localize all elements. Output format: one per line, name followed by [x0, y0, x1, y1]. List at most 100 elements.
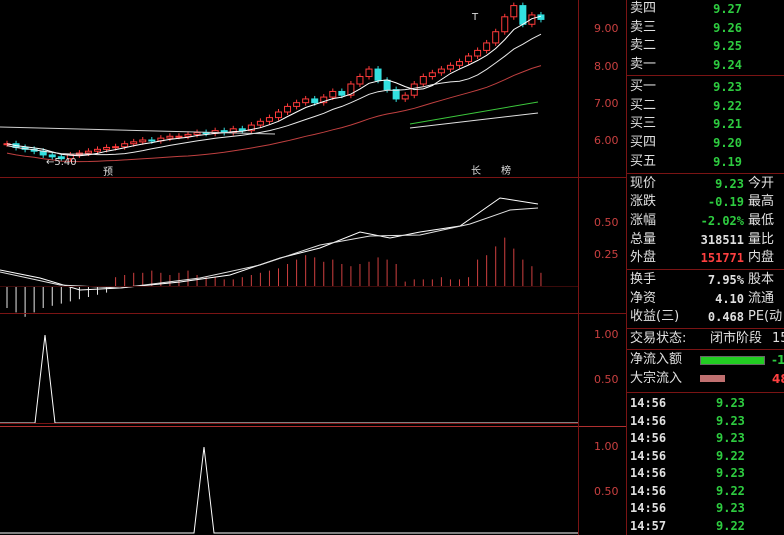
candle-body: [148, 139, 156, 142]
sell-order-row[interactable]: 卖四 9.27: [628, 0, 784, 18]
tick-price: 9.22: [716, 448, 745, 463]
tick-time: 14:57: [630, 518, 667, 533]
tick-price: 9.23: [716, 431, 745, 445]
panel3-axis-label: 0.50: [594, 373, 619, 386]
order-label: 买五: [630, 154, 657, 169]
stat-tail: 量比: [748, 232, 775, 247]
candle-body: [175, 135, 183, 138]
candle-body: [501, 16, 509, 33]
candle-body: [284, 105, 292, 113]
candle-body: [130, 141, 138, 145]
panel4-axis-label: 1.00: [594, 440, 619, 453]
candle-body: [392, 89, 400, 100]
divider: [626, 349, 784, 350]
tick-row: 14:56 9.23: [628, 413, 784, 429]
candle-body: [428, 72, 436, 78]
sell-order-row[interactable]: 卖一 9.24: [628, 56, 784, 74]
candle-body: [419, 76, 427, 85]
buy-order-row[interactable]: 买三 9.21: [628, 115, 784, 133]
candle-body: [302, 98, 310, 104]
order-label: 买一: [630, 79, 657, 94]
candle-body: [265, 117, 273, 122]
tick-time: 14:56: [630, 466, 667, 480]
price-axis-label: 7.00: [594, 97, 619, 110]
candle-body: [437, 68, 445, 74]
order-label: 买二: [630, 98, 657, 113]
charts-svg[interactable]: [0, 0, 578, 535]
event-marker[interactable]: 长: [471, 166, 481, 177]
event-marker[interactable]: 榜: [501, 166, 511, 177]
buy-order-row[interactable]: 买二 9.22: [628, 97, 784, 115]
sell-order-row[interactable]: 卖二 9.25: [628, 37, 784, 55]
quote-change-pct-row: 涨幅 -2.02% 最低: [628, 212, 784, 230]
quote-turnover-row: 换手 7.95% 股本: [628, 271, 784, 289]
price-axis-label: 8.00: [594, 60, 619, 73]
trend-line: [409, 101, 539, 125]
block-inflow-bar: [700, 375, 725, 382]
candle-body: [510, 5, 518, 18]
buy-order-row[interactable]: 买五 9.19: [628, 153, 784, 171]
flow-label: 净流入额: [630, 352, 683, 367]
flow-value: 48: [772, 372, 784, 386]
tick-time: 14:56: [630, 413, 667, 428]
candle-body: [247, 124, 255, 132]
order-price: 9.22: [713, 99, 742, 113]
buy-order-row[interactable]: 买一 9.23: [628, 78, 784, 96]
order-price: 9.24: [713, 58, 742, 72]
tick-time: 14:56: [630, 483, 667, 498]
order-label: 卖二: [630, 38, 657, 53]
ma-line: [6, 65, 542, 163]
signal-spike: [0, 446, 578, 534]
tick-time: 14:56: [630, 448, 667, 463]
order-label: 买四: [630, 135, 657, 150]
order-price: 9.27: [713, 2, 742, 16]
status-value: 闭市阶段: [710, 331, 763, 346]
stat-value: -0.19: [707, 195, 744, 209]
sell-order-row[interactable]: 卖三 9.26: [628, 19, 784, 37]
candle-body: [474, 49, 482, 57]
panel4-axis-label: 0.50: [594, 485, 619, 498]
volume-lines: [0, 197, 539, 291]
event-marker[interactable]: 预: [103, 167, 113, 178]
indicator-line: [0, 207, 539, 289]
tick-price: 9.23: [716, 413, 745, 428]
divider: [626, 328, 784, 329]
stat-label: 涨跌: [630, 194, 657, 209]
net-inflow-bar: [700, 356, 765, 365]
order-price: 9.21: [713, 117, 742, 131]
candle-body: [94, 148, 101, 152]
grid-line: [0, 426, 626, 427]
chart-area[interactable]: [0, 0, 578, 535]
ma-line: [6, 33, 542, 156]
order-price: 9.26: [713, 21, 742, 35]
candle-body: [193, 132, 201, 135]
stat-tail: 今开: [748, 176, 775, 191]
grid-line: [626, 0, 627, 535]
candle-body: [465, 55, 473, 63]
stat-label: 总量: [630, 232, 657, 247]
stat-tail: 股本: [748, 272, 775, 287]
divider: [626, 269, 784, 270]
candle-body: [320, 96, 328, 104]
signal-spike: [0, 334, 578, 424]
signal-line-2: [0, 446, 578, 534]
candle-body: [383, 79, 391, 91]
stat-tail: PE(动: [748, 309, 783, 324]
quote-volume-row: 总量 318511 量比: [628, 231, 784, 249]
candle-body: [492, 31, 500, 44]
quote-current-row: 现价 9.23 今开: [628, 175, 784, 193]
tick-price: 9.23: [716, 501, 745, 515]
volume-axis-label: 0.50: [594, 216, 619, 229]
stat-label: 收益(三): [630, 309, 680, 324]
candle-body: [293, 102, 301, 107]
tick-price: 9.23: [716, 396, 745, 410]
buy-order-row[interactable]: 买四 9.20: [628, 134, 784, 152]
trend-line: [0, 126, 276, 135]
flow-value: -1: [772, 353, 784, 367]
divider: [626, 75, 784, 76]
stat-label: 净资: [630, 291, 657, 306]
order-price: 9.19: [713, 155, 742, 169]
tick-time: 14:56: [630, 431, 667, 445]
quote-change-row: 涨跌 -0.19 最高: [628, 193, 784, 211]
candle-body: [121, 143, 129, 148]
